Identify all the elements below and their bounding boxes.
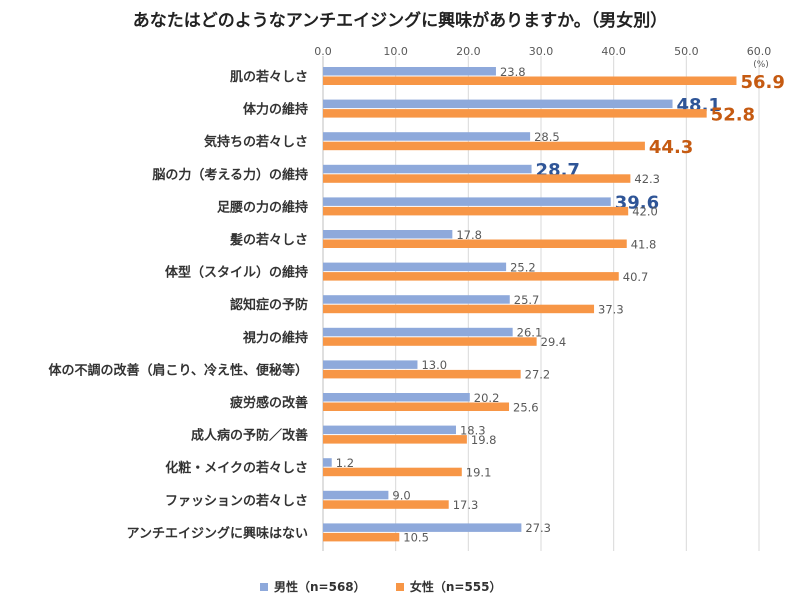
value-label-female: 42.0 <box>632 205 658 219</box>
value-label-female: 19.8 <box>471 433 497 447</box>
value-label-female: 42.3 <box>634 172 660 186</box>
x-tick-label: 50.0 <box>674 45 699 58</box>
value-label-male: 28.5 <box>534 130 560 144</box>
bar-male <box>323 262 507 272</box>
value-label-male: 25.2 <box>510 260 536 274</box>
chart-title: あなたはどのようなアンチエイジングに興味がありますか。（男女別） <box>132 11 668 31</box>
value-label-female: 52.8 <box>711 104 755 125</box>
category-label: 足腰の力の維持 <box>217 199 308 215</box>
value-label-female: 44.3 <box>649 137 693 158</box>
value-label-female: 10.5 <box>403 531 429 545</box>
bar-female <box>323 174 631 183</box>
value-label-male: 9.0 <box>392 489 410 503</box>
bar-female <box>323 402 510 411</box>
value-label-female: 41.8 <box>631 237 657 251</box>
category-label: 認知症の予防 <box>230 297 308 313</box>
category-label: 成人病の予防／改善 <box>191 428 308 444</box>
value-label-male: 26.1 <box>517 326 543 340</box>
legend-swatch-male <box>260 582 268 591</box>
value-label-male: 25.7 <box>514 293 540 307</box>
category-label: アンチエイジングに興味はない <box>127 525 308 541</box>
bar-female <box>323 272 619 281</box>
x-tick-label: 60.0 <box>747 45 772 58</box>
value-label-male: 18.3 <box>460 423 486 437</box>
bar-male <box>323 490 389 500</box>
bar-male <box>323 327 513 337</box>
bar-female <box>323 109 707 118</box>
value-label-female: 27.2 <box>525 368 551 382</box>
category-label: 気持ちの若々しさ <box>204 134 308 150</box>
legend-swatch-female <box>395 582 404 591</box>
legend: 男性（n=568） 女性（n=555） <box>260 578 528 595</box>
category-label: ファッションの若々しさ <box>165 493 308 509</box>
value-label-male: 23.8 <box>500 65 526 79</box>
category-label: 脳の力（考える力）の維持 <box>152 167 308 183</box>
bar-female <box>323 532 400 542</box>
bar-female <box>323 141 645 151</box>
category-label: 肌の若々しさ <box>230 69 308 85</box>
bar-male <box>323 132 531 141</box>
bar-male <box>323 458 332 467</box>
x-tick-label: 40.0 <box>601 45 626 58</box>
value-label-male: 17.8 <box>456 228 482 242</box>
value-label-male: 27.3 <box>525 521 551 535</box>
x-tick-label: 20.0 <box>456 45 481 58</box>
value-label-male: 1.2 <box>336 456 354 470</box>
bar-male <box>323 360 418 369</box>
value-label-male: 13.0 <box>421 358 447 372</box>
bar-male <box>323 164 532 174</box>
bar-male <box>323 197 611 206</box>
value-label-male: 20.2 <box>474 391 500 405</box>
x-tick-label: 10.0 <box>383 45 408 58</box>
category-label: 疲労感の改善 <box>230 395 308 411</box>
x-tick-label: 0.0 <box>314 45 332 58</box>
value-label-female: 25.6 <box>513 400 539 414</box>
bar-female <box>323 467 462 477</box>
value-label-female: 29.4 <box>541 335 567 349</box>
bar-female <box>323 337 537 346</box>
bar-male <box>323 393 470 402</box>
category-label: 髪の若々しさ <box>229 232 308 248</box>
legend-item-male: 男性（n=568） <box>260 578 366 595</box>
category-label: 体力の維持 <box>243 102 308 118</box>
category-label: 体型（スタイル）の維持 <box>165 265 308 281</box>
value-label-female: 17.3 <box>453 498 479 512</box>
bar-male <box>323 295 510 304</box>
x-tick-label: 30.0 <box>529 45 554 58</box>
legend-item-female: 女性（n=555） <box>395 578 502 595</box>
value-label-female: 40.7 <box>623 270 649 284</box>
bar-male <box>323 99 673 109</box>
bar-male <box>323 67 496 76</box>
bar-female <box>323 206 629 216</box>
bar-female <box>323 239 627 248</box>
category-label: 視力の維持 <box>242 330 308 346</box>
bar-female <box>323 369 521 379</box>
value-label-female: 37.3 <box>598 302 624 316</box>
value-label-female: 19.1 <box>466 465 492 479</box>
bar-female <box>323 304 595 314</box>
bar-male <box>323 230 453 239</box>
value-label-female: 56.9 <box>740 72 784 93</box>
bar-female <box>323 435 467 444</box>
legend-label-male: 男性（n=568） <box>274 580 366 594</box>
category-label: 化粧・メイクの若々しさ <box>165 460 308 476</box>
bar-male <box>323 523 522 532</box>
bar-female <box>323 500 449 509</box>
bar-male <box>323 425 456 435</box>
category-label: 体の不調の改善（肩こり、冷え性、便秘等） <box>49 362 308 378</box>
legend-label-female: 女性（n=555） <box>409 580 502 594</box>
unit-label: (%) <box>753 60 769 70</box>
bar-female <box>323 76 737 85</box>
